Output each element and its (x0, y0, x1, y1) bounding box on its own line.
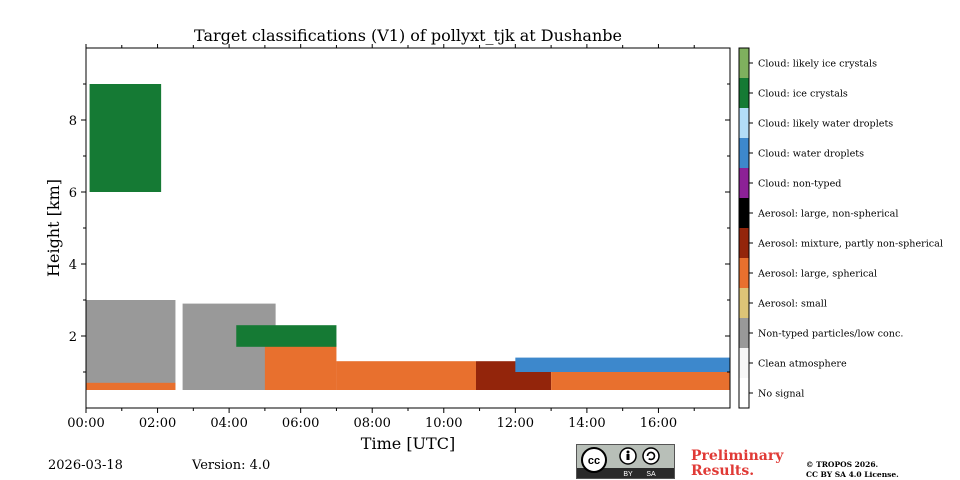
colorbar-swatch (739, 318, 749, 348)
colorbar-swatch (739, 378, 749, 408)
y-tick-label: 2 (69, 330, 77, 345)
region-9 (515, 357, 730, 372)
chart-title: Target classifications (V1) of pollyxt_t… (194, 26, 622, 45)
region-5 (236, 325, 337, 347)
colorbar-label: Cloud: non-typed (758, 179, 841, 190)
region-2 (86, 382, 176, 390)
region-4 (264, 343, 337, 390)
colorbar-swatch (739, 228, 749, 258)
y-tick-label: 6 (69, 186, 77, 201)
colorbar-label: Aerosol: large, spherical (757, 269, 877, 280)
colorbar-label: Cloud: likely ice crystals (758, 59, 877, 70)
copyright-line2: CC BY SA 4.0 License. (806, 470, 899, 479)
y-axis-label: Height [km] (44, 179, 63, 277)
cc-text: cc (588, 455, 600, 467)
colorbar-label: No signal (758, 389, 804, 400)
colorbar-label: Cloud: likely water droplets (758, 119, 893, 130)
x-tick-label: 16:00 (640, 416, 677, 431)
colorbar-swatch (739, 78, 749, 108)
y-tick-label: 8 (69, 114, 77, 129)
region-1 (86, 300, 176, 390)
cc-logo-icon: cc BY SA (577, 447, 674, 478)
colorbar-swatch (739, 288, 749, 318)
colorbar-swatch (739, 168, 749, 198)
preliminary-results: Preliminary Results. (691, 448, 784, 479)
colorbar: No signal Clean atmosphere Non-typed parti… (739, 48, 943, 408)
colorbar-swatch (739, 198, 749, 228)
x-tick-label: 10:00 (425, 416, 462, 431)
colorbar-swatch (739, 48, 749, 78)
cc-license-badge: cc BY SA (576, 444, 675, 479)
colorbar-frame (738, 47, 750, 409)
colorbar-swatch (739, 258, 749, 288)
x-tick-label: 06:00 (282, 416, 319, 431)
y-tick-label: 4 (69, 258, 77, 273)
copyright: © TROPOS 2026. CC BY SA 4.0 License. (806, 460, 899, 480)
x-tick-label: 14:00 (568, 416, 605, 431)
region-0 (89, 84, 162, 192)
footer-version: Version: 4.0 (192, 458, 271, 473)
colorbar-label: Aerosol: mixture, partly non-spherical (757, 239, 943, 250)
region-8 (551, 372, 730, 390)
x-tick-label: 08:00 (353, 416, 390, 431)
colorbar-label: Aerosol: small (757, 299, 827, 310)
colorbar-label: Clean atmosphere (758, 359, 847, 370)
x-tick-label: 04:00 (210, 416, 247, 431)
x-tick-label: 02:00 (139, 416, 176, 431)
colorbar-swatch (739, 138, 749, 168)
colorbar-swatch (739, 108, 749, 138)
colorbar-swatch (739, 348, 749, 378)
x-tick-label: 12:00 (497, 416, 534, 431)
x-axis: 00:00 02:00 04:00 06:00 08:00 10:00 12:00 14:00… (67, 44, 695, 431)
colorbar-label: Cloud: water droplets (758, 149, 864, 160)
sa-text: SA (646, 471, 656, 478)
region-6 (336, 361, 476, 390)
colorbar-label: Non-typed particles/low conc. (758, 329, 903, 340)
by-text: BY (623, 471, 633, 478)
x-tick-label: 00:00 (67, 416, 104, 431)
colorbar-label: Cloud: ice crystals (758, 89, 848, 100)
x-axis-label: Time [UTC] (361, 434, 455, 453)
footer-date: 2026-03-18 (48, 458, 123, 473)
copyright-line1: © TROPOS 2026. (806, 460, 879, 469)
y-axis: 2 4 6 8 (69, 83, 730, 373)
heatmap-layer (86, 84, 730, 390)
colorbar-label: Aerosol: large, non-spherical (757, 209, 898, 220)
